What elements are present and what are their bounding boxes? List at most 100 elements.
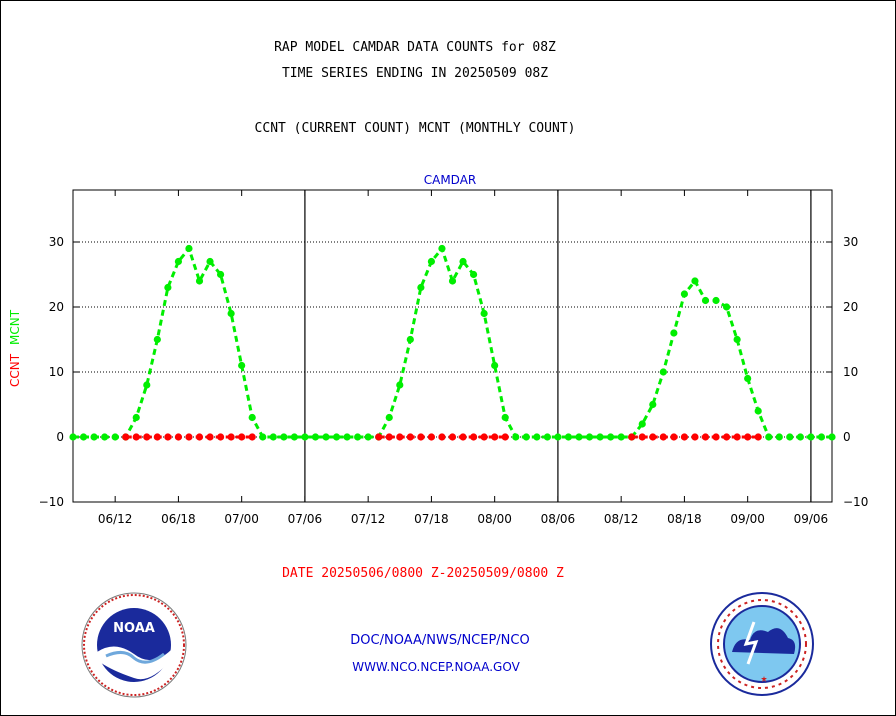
mcnt-point (101, 433, 109, 441)
y-tick-label-left: 30 (49, 235, 64, 249)
mcnt-point (575, 433, 583, 441)
ccnt-point (659, 433, 667, 441)
mcnt-point (396, 381, 404, 389)
ccnt-point (238, 433, 246, 441)
y-tick-label-left: 10 (49, 365, 64, 379)
mcnt-point (385, 413, 393, 422)
mcnt-point (364, 433, 372, 441)
ccnt-point (491, 433, 499, 441)
mcnt-point (596, 433, 604, 441)
ccnt-point (417, 433, 425, 441)
mcnt-point (438, 244, 446, 253)
mcnt-point (744, 374, 752, 383)
y-tick-label-right: 20 (843, 300, 858, 314)
mcnt-point (69, 433, 77, 441)
y-tick-label-right: 0 (843, 430, 851, 444)
date-range-label: DATE 20250506/0800 Z-20250509/0800 Z (282, 566, 564, 581)
mcnt-point (564, 433, 573, 441)
mcnt-point (185, 244, 193, 253)
website-label: WWW.NCO.NCEP.NOAA.GOV (352, 660, 520, 674)
noaa-logo-icon: NOAA (81, 592, 187, 698)
ccnt-point (406, 433, 414, 441)
mcnt-point (775, 433, 783, 441)
x-tick-label: 06/18 (161, 512, 196, 526)
mcnt-point (216, 270, 225, 279)
mcnt-point (533, 433, 541, 441)
ccnt-point (385, 433, 393, 441)
x-tick-label: 08/12 (604, 512, 639, 526)
ccnt-point (448, 433, 457, 441)
mcnt-point (406, 335, 414, 344)
ccnt-point (438, 433, 446, 441)
ccnt-point (628, 433, 636, 441)
mcnt-point (79, 433, 88, 441)
mcnt-point (807, 433, 815, 441)
ccnt-point (480, 433, 488, 441)
x-tick-label: 08/06 (541, 512, 576, 526)
x-tick-label: 07/06 (288, 512, 323, 526)
mcnt-point (754, 407, 762, 415)
mcnt-point (311, 433, 320, 441)
ccnt-point (469, 433, 478, 441)
y-tick-label-left: 0 (56, 430, 64, 444)
mcnt-point (259, 433, 267, 441)
x-tick-label: 08/00 (477, 512, 512, 526)
x-tick-label: 07/18 (414, 512, 449, 526)
ccnt-point (174, 433, 183, 441)
y-tick-label-right: 10 (843, 365, 858, 379)
mcnt-point (491, 361, 499, 370)
ccnt-point (501, 433, 509, 441)
mcnt-point (448, 277, 457, 285)
ccnt-point (185, 433, 193, 441)
mcnt-point (722, 303, 731, 311)
chart-title-line3: CCNT (CURRENT COUNT) MCNT (MONTHLY COUNT… (254, 121, 576, 136)
ccnt-point (459, 433, 467, 441)
mcnt-point (585, 433, 594, 441)
mcnt-point (733, 335, 741, 344)
plot-area-border (72, 189, 833, 503)
y-tick-label-right: −10 (843, 495, 868, 509)
x-tick-label: 07/12 (351, 512, 386, 526)
mcnt-point (227, 309, 235, 318)
mcnt-point (765, 433, 773, 441)
mcnt-point (269, 433, 277, 441)
mcnt-point (543, 433, 551, 441)
mcnt-point (712, 296, 720, 305)
ccnt-point (712, 433, 720, 441)
mcnt-point (607, 433, 615, 441)
mcnt-point (164, 283, 172, 292)
mcnt-point (354, 433, 362, 441)
ccnt-point (701, 433, 710, 441)
mcnt-point (143, 381, 151, 389)
mcnt-point (691, 277, 699, 285)
mcnt-point (322, 433, 330, 441)
x-tick-label: 06/12 (98, 512, 133, 526)
ccnt-point (691, 433, 699, 441)
mcnt-point (617, 433, 625, 441)
mcnt-point (512, 433, 520, 441)
ccnt-point (649, 433, 657, 441)
org-label: DOC/NOAA/NWS/NCEP/NCO (350, 633, 530, 648)
ccnt-point (216, 433, 225, 441)
ccnt-point (195, 433, 204, 441)
mcnt-point (522, 433, 530, 441)
mcnt-point (459, 257, 467, 266)
mcnt-point (238, 361, 246, 370)
x-tick-label: 09/06 (794, 512, 829, 526)
ccnt-point (206, 433, 214, 441)
mcnt-point (828, 433, 836, 441)
ccnt-point (164, 433, 172, 441)
mcnt-point (206, 257, 214, 266)
x-tick-label: 08/18 (667, 512, 702, 526)
x-tick-label: 09/00 (730, 512, 765, 526)
ccnt-point (670, 433, 678, 441)
mcnt-point (195, 277, 204, 285)
ccnt-point (427, 433, 436, 441)
x-tick-label: 07/00 (224, 512, 259, 526)
ccnt-point (396, 433, 404, 441)
ccnt-point (744, 433, 752, 441)
mcnt-point (649, 400, 657, 409)
ccnt-point (122, 433, 130, 441)
y-tick-label-right: 30 (843, 235, 858, 249)
